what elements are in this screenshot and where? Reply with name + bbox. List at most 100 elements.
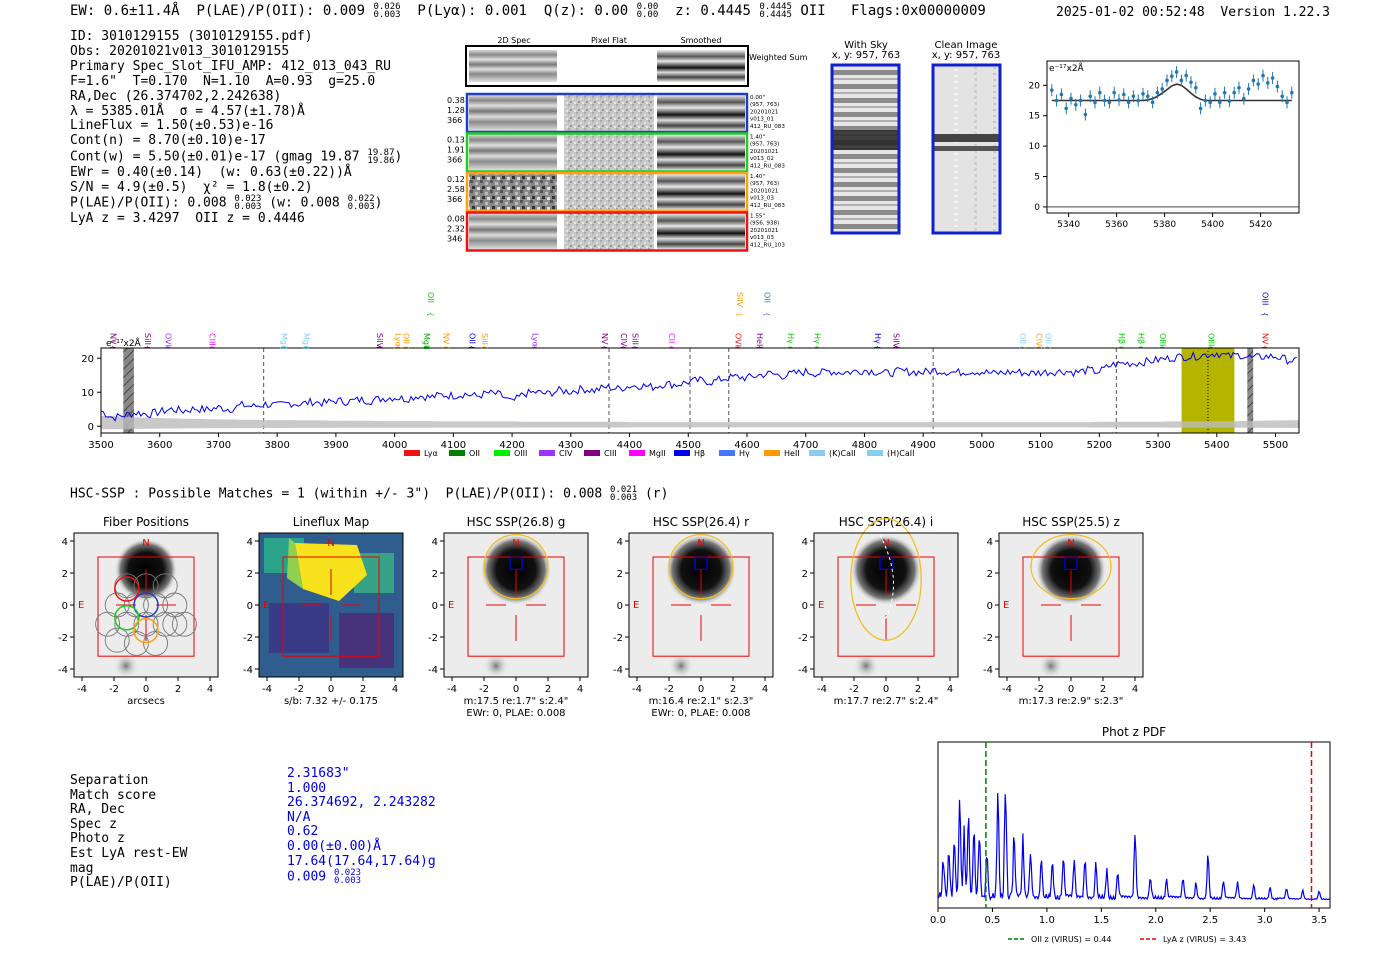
hsc-xtick-label: 2 xyxy=(360,684,366,695)
spectrum-xtick-label: 3800 xyxy=(264,440,289,451)
weighted-sum-text: Weighted Sum xyxy=(749,53,808,62)
hsc-xtick-label: -4 xyxy=(77,684,87,695)
ellipse-axis xyxy=(879,534,894,626)
spec2d-row-pixelflat xyxy=(564,213,654,250)
emission-line-bracket: { xyxy=(302,345,310,349)
clean-source-top xyxy=(933,134,1000,142)
weighted-sum-label: Weighted Sum xyxy=(749,53,808,62)
hsc-xtick-label: 0 xyxy=(1068,684,1074,695)
lineflux-low-region xyxy=(269,603,329,653)
emission-line-label: CIII xyxy=(208,333,217,346)
hsc-panel-footnote: EWr: 0, PLAE: 0.008 xyxy=(466,708,565,719)
hsc-ytick-label: 0 xyxy=(802,601,808,612)
photz-xtick-label: 3.0 xyxy=(1257,915,1273,926)
legend-swatch xyxy=(404,450,420,456)
match-label: Spec z xyxy=(70,816,117,832)
info-radec: RA,Dec (26.374702,2.242638) xyxy=(70,88,282,104)
hsc-xtick-label: 2 xyxy=(175,684,181,695)
plae-range: 0.026 0.003 xyxy=(373,3,400,20)
info-ewr: EWr = 0.40(±0.14) (w: 0.63(±0.22))Å xyxy=(70,164,352,180)
hsc-panel-footnote: m:17.5 re:1.7" s:2.4" xyxy=(464,696,569,707)
hsc-panel-title: Fiber Positions xyxy=(103,515,189,529)
emission-line-label: CII xyxy=(667,333,676,343)
zoom-data-point xyxy=(1064,106,1068,111)
zoom-data-point xyxy=(1237,85,1241,90)
hsc-xtick-label: -2 xyxy=(294,684,304,695)
emission-line-bracket: { xyxy=(480,345,488,349)
sky-band xyxy=(101,416,1299,430)
legend-label: (H)CaII xyxy=(887,449,914,458)
spectrum-xtick-label: 3900 xyxy=(323,440,348,451)
legend-label: MgII xyxy=(649,449,666,458)
emission-line-bracket: { xyxy=(733,345,741,349)
spec2d-row-info: 412_RU_083 xyxy=(750,203,785,209)
photz-title: Phot z PDF xyxy=(1102,725,1166,739)
info-sn: S/N = 4.9(±0.5) χ² = 1.8(±0.2) xyxy=(70,179,313,195)
legend-label: Hγ xyxy=(739,449,750,458)
zoom-xtick-label: 5380 xyxy=(1153,220,1176,230)
spec2d-row-info: 1.55" xyxy=(750,214,765,220)
hsc-ytick-label: -4 xyxy=(613,665,623,676)
spec2d-row-info: v013_02 xyxy=(750,156,774,162)
zoom-data-point xyxy=(1093,100,1097,105)
spectrum-ytick-label: 20 xyxy=(81,354,94,365)
legend-lya-label: LyA z (VIRUS) = 3.43 xyxy=(1163,935,1246,944)
spec2d-row-frame xyxy=(465,211,749,252)
z-hi: 0.4445 xyxy=(759,2,792,12)
zoom-data-point xyxy=(1107,100,1112,105)
spectrum-xtick-label: 4900 xyxy=(910,440,935,451)
hsc-ytick-label: 4 xyxy=(247,537,253,548)
hsc-panel: HSC SSP(25.5) z N E -4 -4 -2 -2 0 0 2 2 4 4 m:17.3 re… xyxy=(983,515,1144,707)
hsc-ytick-label: 2 xyxy=(62,569,68,580)
fiber-circle-orange xyxy=(133,617,159,644)
legend-oii-label: OII z (VIRUS) = 0.44 xyxy=(1031,935,1111,944)
zoom-data-point xyxy=(1251,78,1256,83)
spec2d-row-stat: 0.12 xyxy=(447,175,465,184)
aperture-box xyxy=(97,556,195,657)
spec2d-row-stat: 1.91 xyxy=(447,146,465,155)
emission-line-bracket: { xyxy=(108,345,116,349)
info-contw: Cont(w) = 5.50(±0.01)e-17 (gmag 19.87 19… xyxy=(70,148,403,167)
emission-line-label: Lyα xyxy=(531,333,540,347)
emission-line-bracket: { xyxy=(1207,345,1215,349)
zoom-data-point xyxy=(1246,87,1251,91)
spec2d-row-info: (957, 763) xyxy=(750,142,779,148)
zoom-data-point xyxy=(1275,84,1280,89)
zoom-data-point xyxy=(1088,94,1092,99)
emission-line-label: SiIV xyxy=(375,333,384,349)
info-lya: LyA z = 3.4297 OII z = 0.4446 xyxy=(70,210,305,226)
hsc-ytick-label: -2 xyxy=(613,633,623,644)
photz-xtick-label: 1.0 xyxy=(1039,915,1055,926)
zoom-data-point xyxy=(1136,98,1140,103)
emission-line-bracket: { xyxy=(279,345,287,349)
emission-line-bracket: { xyxy=(667,345,675,349)
match-value: 26.374692, 2.243282 xyxy=(287,795,436,811)
spectrum-xtick-label: 4400 xyxy=(617,440,642,451)
spec2d-row-stat: 366 xyxy=(447,116,462,125)
legend-swatch xyxy=(449,450,465,456)
spectrum-xtick-label: 5500 xyxy=(1263,440,1288,451)
hsc-panel: HSC SSP(26.4) i N E -4 -4 -2 -2 0 0 2 2 4 4 m:17.7 re… xyxy=(798,515,959,707)
emission-line-bracket: { xyxy=(891,345,899,349)
photz-xtick-label: 2.5 xyxy=(1202,915,1218,926)
spec2d-row-info: v013_03 xyxy=(750,235,774,241)
summary-header: EW: 0.6±11.4Å P(LAE)/P(OII): 0.009 0.026… xyxy=(70,2,986,20)
zoom-data-point xyxy=(1102,98,1107,103)
emission-line-bracket: { xyxy=(786,345,794,349)
faint-source xyxy=(854,653,878,678)
hsc-panel: HSC SSP(26.8) g N E -4 -4 -2 -2 0 0 2 2 4 4 m:17.5 re… xyxy=(428,515,589,719)
spec2d-row-pixelflat xyxy=(564,174,654,210)
info-params: F=1.6" T=0.170 N=1.10 A=0.93 g=25.0 xyxy=(70,73,376,89)
legend-label: Lyα xyxy=(424,449,438,458)
emission-line-label: OVI xyxy=(164,333,173,347)
emission-line-label: OIII xyxy=(1158,333,1167,346)
zoom-data-point xyxy=(1170,74,1174,78)
hsc-panel-title: HSC SSP(25.5) z xyxy=(1022,515,1120,529)
spectrum-xtick-label: 5100 xyxy=(1028,440,1053,451)
match-box xyxy=(1064,556,1078,571)
spec2d-row-info: (957, 763) xyxy=(750,181,779,187)
zoom-data-point xyxy=(1198,106,1203,111)
hsc-panel-title: HSC SSP(26.8) g xyxy=(467,515,566,529)
